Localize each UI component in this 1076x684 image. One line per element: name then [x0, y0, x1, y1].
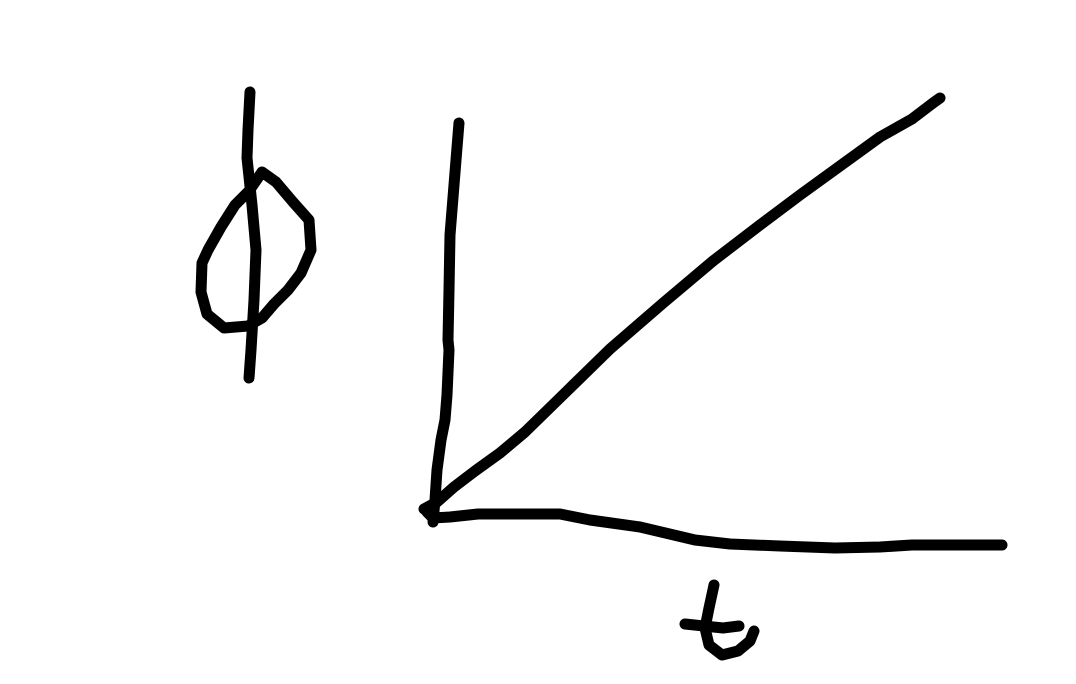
phi-t-line: [418, 92, 946, 515]
phi-vertical-stroke: [241, 86, 262, 384]
y-axis-label-phi: ϕ: [195, 86, 317, 384]
y-axis: [427, 117, 465, 528]
t-vertical-stroke: [699, 579, 760, 661]
x-axis-label-t: t: [679, 579, 760, 661]
x-axis: [421, 506, 1008, 554]
phi-loop-stroke: [195, 166, 317, 334]
t-cross-stroke: [679, 618, 745, 634]
